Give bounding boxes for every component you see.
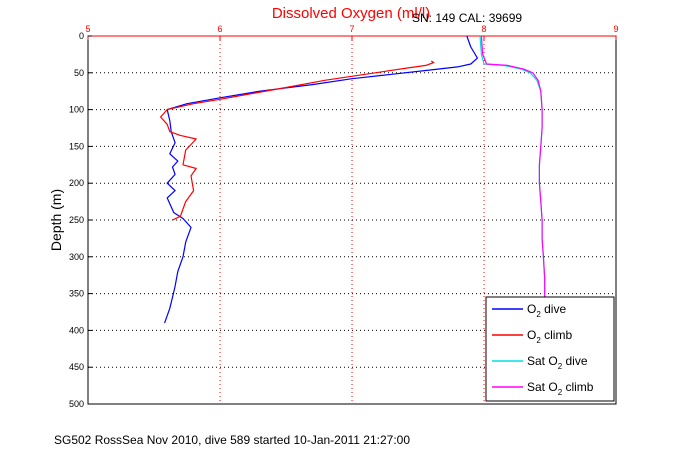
- y-tick-label: 500: [69, 399, 84, 409]
- caption: SG502 RossSea Nov 2010, dive 589 started…: [54, 433, 410, 447]
- y-tick-label: 50: [74, 68, 84, 78]
- legend: O2 dive O2 climb Sat O2 dive Sat O2 climb: [485, 296, 615, 402]
- y-tick-label: 0: [79, 31, 84, 41]
- y-tick-label: 100: [69, 105, 84, 115]
- y-tick-label: 300: [69, 252, 84, 262]
- x-tick-label: 9: [613, 24, 618, 34]
- serial-calibration-label: SN: 149 CAL: 39699: [412, 11, 522, 25]
- legend-label-1: O2 climb: [527, 328, 572, 345]
- series-group: [160, 35, 546, 324]
- y-tick-label: 150: [69, 141, 84, 151]
- legend-label-3: Sat O2 climb: [527, 380, 594, 397]
- y-tick-label: 350: [69, 289, 84, 299]
- legend-label-2: Sat O2 dive: [527, 354, 588, 371]
- series-line-1: [160, 60, 435, 221]
- legend-label-0: O2 dive: [527, 302, 566, 319]
- y-tick-label: 450: [69, 362, 84, 372]
- chart-title: Dissolved Oxygen (ml/l): [272, 5, 430, 22]
- y-tick-label: 250: [69, 215, 84, 225]
- series-line-3: [480, 35, 546, 298]
- legend-box: [485, 296, 615, 402]
- x-tick-label: 7: [349, 24, 354, 34]
- x-ticks: 5 6 7 8 9: [85, 24, 619, 40]
- series-line-0: [164, 35, 478, 324]
- y-tick-label: 200: [69, 178, 84, 188]
- x-tick-label: 6: [217, 24, 222, 34]
- y-ticks: 0 50 100 150 200 250 300 350 400 450 500: [69, 31, 92, 409]
- y-tick-label: 400: [69, 325, 84, 335]
- x-tick-label: 5: [85, 24, 90, 34]
- x-tick-label: 8: [481, 24, 486, 34]
- y-axis-label: Depth (m): [48, 189, 64, 251]
